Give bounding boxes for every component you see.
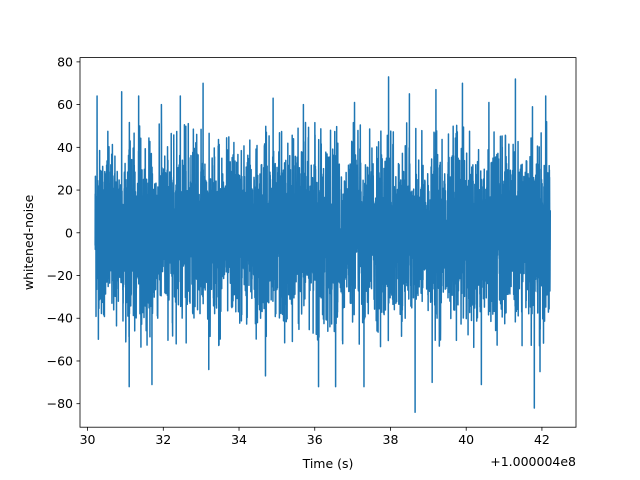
y-tick-label: −20 — [47, 268, 73, 283]
axes-frame — [79, 57, 577, 428]
y-tick-label: 20 — [57, 183, 73, 198]
x-tick-label: 30 — [80, 432, 96, 447]
x-axis-offset-label: +1.000004e8 — [490, 454, 576, 469]
x-tick-label: 38 — [383, 432, 399, 447]
y-tick-label: 60 — [57, 97, 73, 112]
x-tick-label: 40 — [458, 432, 474, 447]
y-tick-label: 80 — [57, 54, 73, 69]
y-axis: 80 60 40 20 0 −20 −40 −60 −80 — [47, 54, 80, 411]
x-tick-label: 32 — [155, 432, 171, 447]
plot-area — [94, 76, 551, 413]
y-axis-label: whitened-noise — [21, 194, 36, 290]
x-tick-label: 34 — [231, 432, 247, 447]
x-tick-label: 42 — [534, 432, 550, 447]
y-tick-label: 40 — [57, 140, 73, 155]
y-tick-label: −40 — [47, 311, 73, 326]
x-axis: 30 32 34 36 38 40 42 — [80, 427, 550, 447]
y-tick-label: −60 — [47, 353, 73, 368]
y-tick-label: −80 — [47, 396, 73, 411]
x-tick-label: 36 — [307, 432, 323, 447]
y-tick-label: 0 — [65, 225, 73, 240]
noise-series-line — [94, 76, 551, 413]
x-axis-label: Time (s) — [302, 456, 354, 471]
